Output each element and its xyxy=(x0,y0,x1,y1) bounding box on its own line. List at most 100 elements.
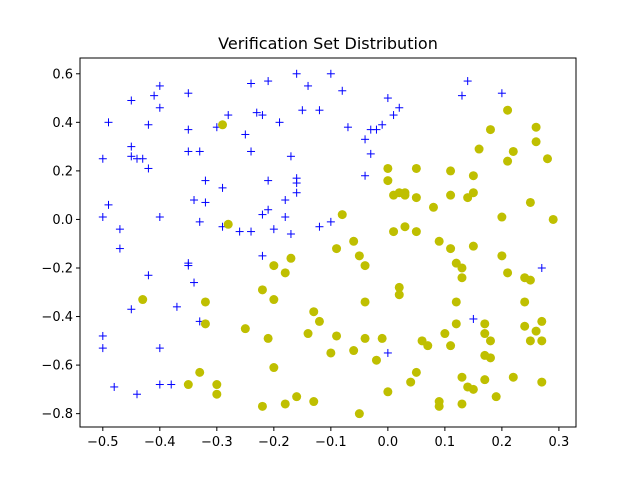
circle-marker-point xyxy=(360,261,370,271)
plus-marker-point xyxy=(127,96,136,105)
circle-marker-point xyxy=(480,319,490,329)
circle-marker-point xyxy=(200,319,210,329)
plus-marker-point xyxy=(218,183,227,192)
plus-marker-point xyxy=(338,86,347,95)
y-tick-label: −0.2 xyxy=(41,261,73,276)
circle-marker-point xyxy=(525,275,535,285)
plus-marker-point xyxy=(269,225,278,234)
circle-marker-point xyxy=(440,329,450,339)
y-axis-ticks: −0.8 −0.6 −0.4 −0.2 0.0 0.2 0.4 0.6 xyxy=(41,67,80,422)
plus-marker-point xyxy=(304,81,313,90)
circle-marker-point xyxy=(411,227,421,237)
circle-marker-point xyxy=(468,188,478,198)
y-tick-label: 0.4 xyxy=(52,116,73,131)
x-axis-ticks: −0.5 −0.4 −0.3 −0.2 −0.1 0.0 0.1 0.2 0.3 xyxy=(87,427,569,450)
circle-marker-point xyxy=(349,236,359,246)
circle-marker-point xyxy=(446,190,456,200)
plus-marker-point xyxy=(98,344,107,353)
circle-marker-point xyxy=(537,316,547,326)
plus-marker-point xyxy=(235,227,244,236)
circle-marker-point xyxy=(480,329,490,339)
circle-marker-point xyxy=(326,348,336,358)
circle-marker-point xyxy=(434,236,444,246)
circle-marker-point xyxy=(485,353,495,363)
plus-marker-point xyxy=(138,154,147,163)
circle-marker-point xyxy=(349,346,359,356)
circle-marker-point xyxy=(314,316,324,326)
circle-marker-point xyxy=(218,120,228,130)
y-tick-label: −0.8 xyxy=(41,407,73,422)
circle-marker-point xyxy=(525,336,535,346)
circle-marker-point xyxy=(371,355,381,365)
circle-marker-point xyxy=(468,171,478,181)
circle-marker-point xyxy=(383,163,393,173)
axes: −0.5 −0.4 −0.3 −0.2 −0.1 0.0 0.1 0.2 0.3 −0.8 −0.… xyxy=(41,57,577,450)
plus-marker-point xyxy=(286,152,295,161)
y-tick-label: 0.2 xyxy=(52,164,73,179)
plus-marker-point xyxy=(258,251,267,260)
plus-marker-point xyxy=(241,130,250,139)
plus-marker-point xyxy=(155,213,164,222)
circle-marker-point xyxy=(451,319,461,329)
circle-marker-point xyxy=(257,285,267,295)
plus-marker-point xyxy=(258,210,267,219)
circle-marker-point xyxy=(292,392,302,402)
plus-marker-point xyxy=(264,205,273,214)
plus-marker-point xyxy=(395,103,404,112)
plus-marker-point xyxy=(190,196,199,205)
plus-marker-point xyxy=(184,261,193,270)
circle-marker-point xyxy=(280,268,290,278)
x-tick-label: 0.0 xyxy=(378,435,399,450)
plus-marker-point xyxy=(383,94,392,103)
circle-marker-point xyxy=(423,341,433,351)
circle-marker-point xyxy=(411,163,421,173)
circle-marker-point xyxy=(257,401,267,411)
circle-marker-point xyxy=(269,295,279,305)
plus-marker-point xyxy=(115,225,124,234)
plus-marker-point xyxy=(98,154,107,163)
plus-marker-point xyxy=(497,89,506,98)
circle-marker-point xyxy=(269,261,279,271)
circle-marker-point xyxy=(138,295,148,305)
circle-marker-point xyxy=(394,282,404,292)
circle-marker-point xyxy=(446,244,456,254)
plus-marker-point xyxy=(281,213,290,222)
plot-frame xyxy=(79,57,577,428)
plus-marker-point xyxy=(469,314,478,323)
circle-marker-point xyxy=(280,399,290,409)
circle-marker-point xyxy=(457,263,467,273)
circle-marker-point xyxy=(525,197,535,207)
plus-marker-point xyxy=(247,147,256,156)
y-tick-label: 0.6 xyxy=(52,67,73,82)
circle-marker-point xyxy=(468,241,478,251)
plus-marker-point xyxy=(104,118,113,127)
plus-marker-point xyxy=(247,227,256,236)
plus-marker-point xyxy=(133,390,142,399)
circle-marker-point xyxy=(457,273,467,283)
circle-marker-point xyxy=(354,251,364,261)
plus-marker-point xyxy=(144,120,153,129)
circle-marker-point xyxy=(354,409,364,419)
circle-marker-point xyxy=(457,372,467,382)
plus-marker-point xyxy=(155,380,164,389)
plus-marker-point xyxy=(389,111,398,120)
circle-marker-point xyxy=(389,227,399,237)
plus-marker-point xyxy=(98,213,107,222)
plus-marker-point xyxy=(104,200,113,209)
plus-marker-point xyxy=(195,147,204,156)
plus-marker-point xyxy=(150,91,159,100)
plus-marker-point xyxy=(184,125,193,134)
plus-marker-point xyxy=(98,331,107,340)
circle-marker-point xyxy=(212,389,222,399)
circle-marker-point xyxy=(400,222,410,232)
plus-marker-point xyxy=(463,77,472,86)
circle-marker-point xyxy=(411,367,421,377)
plus-marker-point xyxy=(258,111,267,120)
plus-marker-point xyxy=(366,149,375,158)
circle-marker-point xyxy=(428,202,438,212)
plus-marker-point xyxy=(155,81,164,90)
plus-marker-point xyxy=(378,120,387,129)
circle-marker-point xyxy=(468,384,478,394)
